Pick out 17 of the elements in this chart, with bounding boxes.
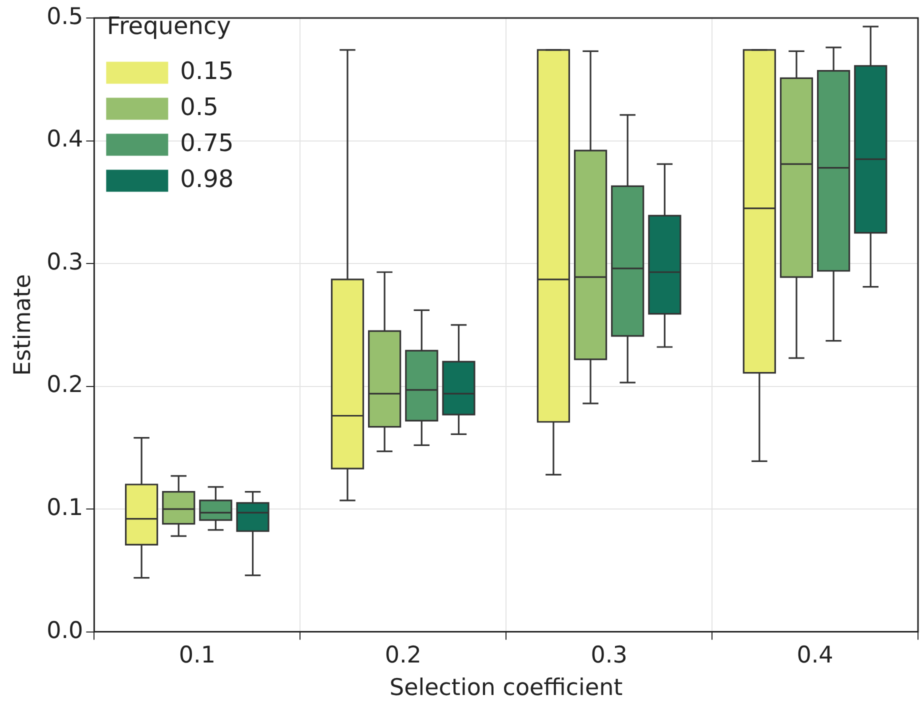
legend-label: 0.98 (180, 165, 234, 194)
y-tick-label: 0.1 (46, 495, 84, 522)
y-tick-label: 0.2 (46, 372, 84, 398)
legend-label: 0.5 (180, 93, 218, 122)
y-tick-label: 0.4 (46, 126, 84, 153)
legend-label: 0.15 (180, 57, 234, 86)
x-tick-label: 0.1 (178, 642, 216, 669)
y-tick-label: 0.0 (46, 618, 84, 644)
legend-label: 0.75 (180, 129, 234, 158)
x-tick-label: 0.2 (384, 642, 422, 669)
y-axis-title: Estimate (10, 274, 36, 376)
x-tick-label: 0.3 (590, 642, 628, 669)
y-tick-label: 0.3 (46, 249, 84, 276)
legend-title: Frequency (106, 12, 231, 40)
x-tick-label: 0.4 (796, 642, 834, 669)
x-axis-title: Selection coefficient (389, 675, 623, 702)
y-tick-label: 0.5 (46, 4, 84, 30)
